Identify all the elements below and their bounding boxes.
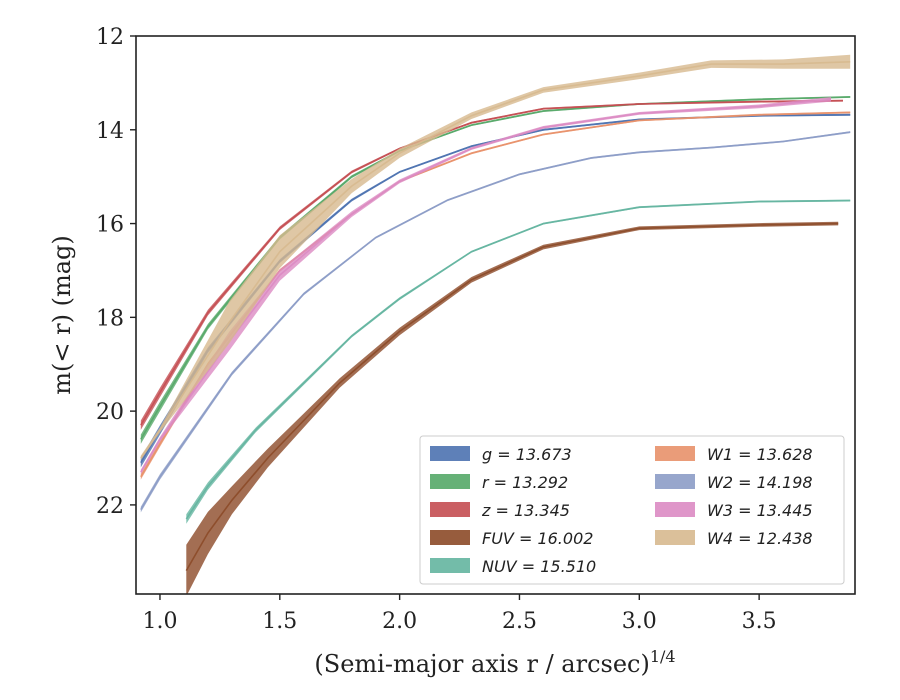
legend-label-w3: W3 = 13.445 [707, 501, 813, 520]
y-axis-ticks: 12 14 16 18 20 22 [96, 25, 136, 519]
y-tick-label: 14 [96, 119, 124, 144]
x-tick-label: 3.0 [622, 609, 657, 634]
x-axis-label-main: (Semi-major axis r / arcsec) [314, 650, 649, 678]
legend-label-r: r = 13.292 [482, 473, 568, 492]
x-axis-label-sup: 1/4 [650, 647, 676, 666]
y-tick-label: 12 [96, 25, 124, 50]
legend-swatch-w3 [655, 502, 695, 517]
legend-swatch-w4 [655, 530, 695, 545]
series-line-nuv [185, 199, 851, 520]
x-axis-ticks: 1.0 1.5 2.0 2.5 3.0 3.5 [142, 594, 777, 634]
legend-label-nuv: NUV = 15.510 [482, 557, 596, 576]
y-tick-label: 20 [96, 400, 124, 425]
legend-swatch-nuv [430, 558, 470, 573]
series-band-w4 [140, 54, 851, 461]
legend-label-w4: W4 = 12.438 [707, 529, 813, 548]
plot-frame [135, 35, 856, 595]
legend-label-fuv: FUV = 16.002 [482, 529, 593, 548]
y-axis-label: m(< r) (mag) [48, 235, 76, 394]
legend-label-w1: W1 = 13.628 [707, 445, 813, 464]
series-line-fuv [185, 222, 839, 571]
legend-swatch-w2 [655, 474, 695, 489]
series-line-w3 [140, 98, 832, 473]
legend-label-g: g = 13.673 [482, 445, 572, 464]
x-axis-label: (Semi-major axis r / arcsec)1/4 [314, 647, 675, 678]
series-line-w4 [140, 61, 851, 459]
legend-label-z: z = 13.345 [481, 501, 570, 520]
x-tick-label: 2.0 [382, 609, 417, 634]
legend-box [419, 435, 845, 585]
x-tick-label: 1.5 [262, 609, 297, 634]
legend: g = 13.673 r = 13.292 z = 13.345 FUV = 16.0… [419, 435, 845, 585]
legend-swatch-g [430, 446, 470, 461]
x-tick-label: 3.5 [742, 609, 777, 634]
legend-swatch-z [430, 502, 470, 517]
legend-items: g = 13.673 r = 13.292 z = 13.345 FUV = 16.0… [430, 445, 813, 576]
series-line-w2 [140, 131, 851, 511]
legend-label-w2: W2 = 14.198 [707, 473, 813, 492]
y-tick-label: 16 [96, 213, 124, 238]
x-tick-label: 2.5 [502, 609, 537, 634]
legend-swatch-fuv [430, 530, 470, 545]
y-tick-label: 18 [96, 306, 124, 331]
legend-swatch-w1 [655, 446, 695, 461]
series-layer [140, 54, 851, 594]
y-tick-label: 22 [96, 494, 124, 519]
x-tick-label: 1.0 [142, 609, 177, 634]
legend-swatch-r [430, 474, 470, 489]
